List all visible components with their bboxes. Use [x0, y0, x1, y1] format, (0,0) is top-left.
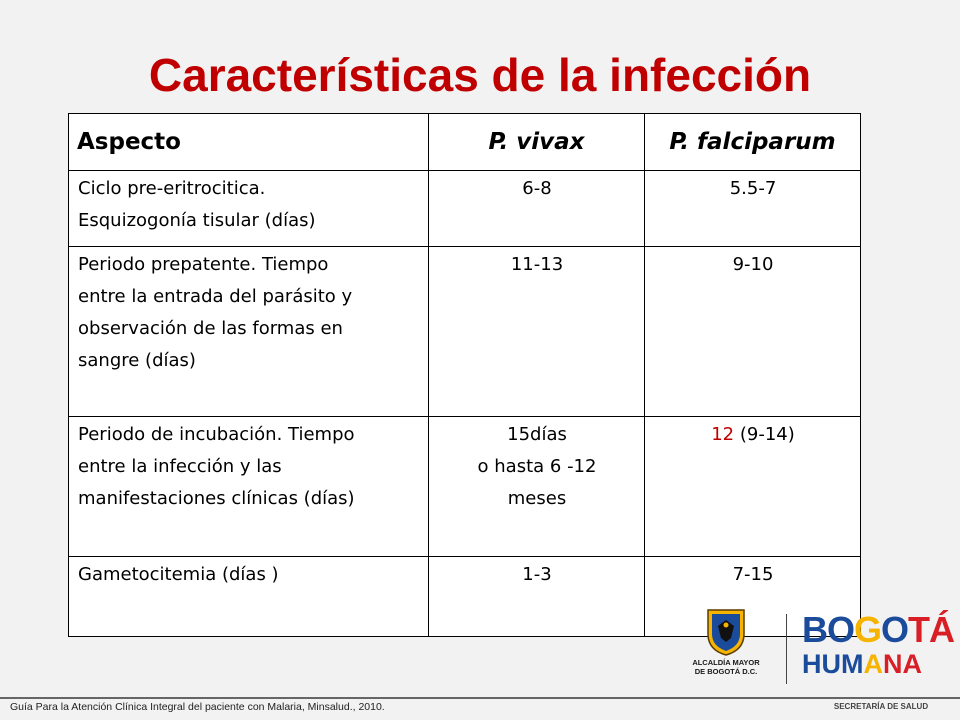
characteristics-table: Aspecto P. vivax P. falciparum Ciclo pre…: [68, 113, 861, 637]
aspect-line: Periodo de incubación. Tiempo: [78, 424, 355, 445]
wordmark-letter: Á: [929, 609, 955, 650]
wordmark-letter: B: [802, 609, 828, 650]
alcaldia-line: ALCALDÍA MAYOR: [692, 658, 760, 667]
alcaldia-line: DE BOGOTÁ D.C.: [694, 667, 758, 676]
slide-title: Características de la infección: [148, 49, 812, 101]
table-header-row: Aspecto P. vivax P. falciparum: [68, 113, 861, 171]
falciparum-cell: 12 (9-14): [644, 416, 861, 557]
vivax-line: o hasta 6 -12: [477, 456, 597, 477]
aspect-line: observación de las formas en: [78, 318, 343, 339]
falciparum-value: 12: [711, 424, 735, 445]
falciparum-cell: 5.5-7: [644, 170, 861, 247]
vivax-cell: 6-8: [428, 170, 645, 247]
aspect-cell: Ciclo pre-eritrocitica. Esquizogonía tis…: [68, 170, 429, 247]
aspect-line: entre la infección y las: [78, 456, 282, 477]
vivax-cell: 11-13: [428, 246, 645, 417]
aspect-cell: Periodo de incubación. Tiempo entre la i…: [68, 416, 429, 557]
logo-divider: [786, 614, 787, 684]
wordmark-letter: A: [863, 649, 884, 679]
wordmark-letter: H: [802, 649, 822, 679]
aspect-line: entre la entrada del parásito y: [78, 286, 353, 307]
header-vivax: P. vivax: [428, 113, 645, 171]
wordmark-letter: O: [827, 609, 855, 650]
aspect-line: Ciclo pre-eritrocitica.: [78, 178, 266, 199]
wordmark-letter: G: [854, 609, 882, 650]
falciparum-range: (9-14): [734, 424, 795, 445]
coat-of-arms-icon: [707, 609, 745, 656]
vivax-line: meses: [507, 488, 567, 509]
aspect-line: Esquizogonía tisular (días): [78, 210, 316, 231]
humana-wordmark: HUMANA: [802, 650, 922, 678]
vivax-cell: 15días o hasta 6 -12 meses: [428, 416, 645, 557]
source-citation: Guía Para la Atención Clínica Integral d…: [10, 701, 385, 713]
table-row: Ciclo pre-eritrocitica. Esquizogonía tis…: [68, 170, 861, 247]
wordmark-letter: N: [883, 649, 903, 679]
table-row: Gametocitemia (días ) 1-3 7-15: [68, 556, 861, 637]
footer-rule: [0, 697, 960, 699]
wordmark-letter: O: [881, 609, 909, 650]
wordmark-letter: T: [908, 609, 930, 650]
aspect-line: Gametocitemia (días ): [78, 564, 279, 585]
aspect-line: sangre (días): [78, 350, 196, 371]
falciparum-cell: 7-15: [644, 556, 861, 637]
vivax-line: 15días: [507, 424, 567, 445]
wordmark-letter: U: [821, 649, 842, 679]
aspect-line: Periodo prepatente. Tiempo: [78, 254, 329, 275]
table-row: Periodo prepatente. Tiempo entre la entr…: [68, 246, 861, 417]
alcaldia-label: ALCALDÍA MAYOR DE BOGOTÁ D.C.: [686, 658, 766, 676]
vivax-cell: 1-3: [428, 556, 645, 637]
aspect-cell: Gametocitemia (días ): [68, 556, 429, 637]
aspect-cell: Periodo prepatente. Tiempo entre la entr…: [68, 246, 429, 417]
falciparum-cell: 9-10: [644, 246, 861, 417]
header-falciparum: P. falciparum: [644, 113, 861, 171]
table-row: Periodo de incubación. Tiempo entre la i…: [68, 416, 861, 557]
wordmark-letter: M: [841, 649, 864, 679]
header-aspect: Aspecto: [68, 113, 429, 171]
wordmark-letter: A: [902, 649, 923, 679]
bogota-wordmark: BOGOTÁ: [802, 609, 955, 650]
bogota-humana-logo: ALCALDÍA MAYOR DE BOGOTÁ D.C. BOGOTÁ HUM…: [686, 606, 955, 694]
secretaria-label: SECRETARÍA DE SALUD: [833, 702, 929, 711]
aspect-line: manifestaciones clínicas (días): [78, 488, 355, 509]
